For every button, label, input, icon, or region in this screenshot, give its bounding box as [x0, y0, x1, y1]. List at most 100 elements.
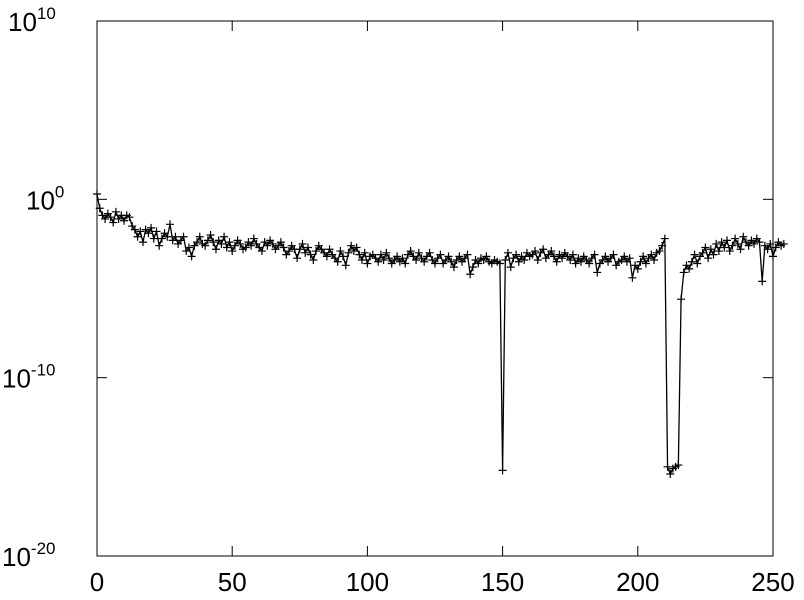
axis-ticks: [96, 20, 774, 557]
data-point-marker: [655, 247, 664, 256]
data-point-marker: [149, 234, 158, 243]
data-point-marker: [620, 252, 629, 261]
data-point-marker: [184, 243, 193, 252]
data-point-marker: [295, 245, 304, 254]
data-point-marker: [474, 259, 483, 268]
data-point-marker: [779, 239, 788, 248]
data-point-marker: [449, 263, 458, 272]
data-point-marker: [276, 238, 285, 247]
data-point-marker: [577, 257, 586, 266]
data-point-marker: [301, 248, 310, 257]
data-point-marker: [325, 245, 334, 254]
y-tick-base: 10: [26, 185, 55, 215]
data-point-marker: [766, 239, 775, 248]
data-point-marker: [133, 232, 142, 241]
data-point-marker: [633, 264, 642, 273]
data-point-marker: [155, 241, 164, 250]
data-point-marker: [120, 216, 129, 225]
data-point-marker: [268, 239, 277, 248]
y-tick-base: 10: [2, 364, 31, 394]
data-point-marker: [725, 247, 734, 256]
data-point-marker: [663, 462, 672, 471]
x-tick-label: 250: [751, 567, 794, 597]
data-point-marker: [755, 238, 764, 247]
series-markers: [93, 189, 788, 478]
data-point-marker: [125, 213, 134, 222]
data-point-marker: [341, 261, 350, 270]
data-point-marker: [674, 461, 683, 470]
data-point-marker: [558, 254, 567, 263]
data-point-marker: [706, 245, 715, 254]
data-point-marker: [293, 254, 302, 263]
data-point-marker: [641, 259, 650, 268]
data-point-marker: [352, 243, 361, 252]
data-point-marker: [552, 257, 561, 266]
data-point-marker: [571, 259, 580, 268]
data-point-marker: [658, 241, 667, 250]
x-tick-label: 100: [346, 567, 389, 597]
data-point-marker: [163, 232, 172, 241]
data-point-marker: [647, 250, 656, 259]
data-point-marker: [771, 243, 780, 252]
data-point-marker: [444, 252, 453, 261]
data-point-marker: [347, 241, 356, 250]
data-point-marker: [531, 247, 540, 256]
y-tick-label: 100: [26, 182, 64, 215]
data-point-marker: [482, 252, 491, 261]
data-point-marker: [357, 255, 366, 264]
data-point-marker: [179, 232, 188, 241]
data-point-marker: [495, 259, 504, 268]
data-point-marker: [376, 250, 385, 259]
data-point-marker: [590, 250, 599, 259]
x-tick-label: 200: [616, 567, 659, 597]
data-point-marker: [533, 255, 542, 264]
data-point-marker: [501, 255, 510, 264]
data-point-marker: [701, 243, 710, 252]
x-tick-label: 0: [90, 567, 104, 597]
data-point-marker: [750, 239, 759, 248]
data-point-marker: [736, 245, 745, 254]
data-point-marker: [339, 252, 348, 261]
data-point-marker: [222, 243, 231, 252]
data-point-marker: [393, 252, 402, 261]
data-point-marker: [241, 243, 250, 252]
data-point-marker: [95, 204, 104, 213]
data-point-marker: [101, 214, 110, 223]
data-point-marker: [217, 239, 226, 248]
y-tick-label: 10-10: [2, 361, 56, 394]
data-point-marker: [398, 254, 407, 263]
data-point-marker: [420, 257, 429, 266]
data-point-marker: [769, 252, 777, 261]
y-tick-exponent: -10: [31, 361, 56, 380]
data-point-marker: [206, 231, 215, 239]
data-point-marker: [425, 248, 434, 257]
data-point-marker: [609, 250, 618, 259]
data-point-marker: [660, 234, 669, 243]
x-tick-labels: 0 50 100 150 200 250: [90, 567, 795, 597]
y-tick-label: 10-20: [2, 539, 56, 572]
data-point-marker: [247, 241, 256, 250]
data-point-marker: [709, 250, 718, 259]
data-point-marker: [309, 255, 318, 264]
y-tick-exponent: 10: [37, 4, 56, 23]
data-point-marker: [514, 257, 523, 266]
data-point-marker: [690, 250, 699, 259]
data-point-marker: [136, 227, 145, 236]
data-point-marker: [455, 252, 464, 261]
data-point-marker: [344, 248, 353, 257]
data-point-marker: [385, 254, 394, 263]
data-point-marker: [209, 238, 218, 247]
data-point-marker: [322, 252, 331, 261]
data-point-marker: [712, 239, 721, 248]
data-point-marker: [431, 259, 439, 268]
data-point-marker: [166, 220, 175, 229]
y-tick-base: 10: [2, 542, 31, 572]
data-point-marker: [593, 268, 602, 277]
data-point-marker: [303, 243, 312, 252]
data-point-marker: [679, 268, 688, 277]
data-point-marker: [144, 229, 153, 238]
data-point-marker: [650, 255, 659, 264]
data-point-marker: [203, 236, 212, 245]
